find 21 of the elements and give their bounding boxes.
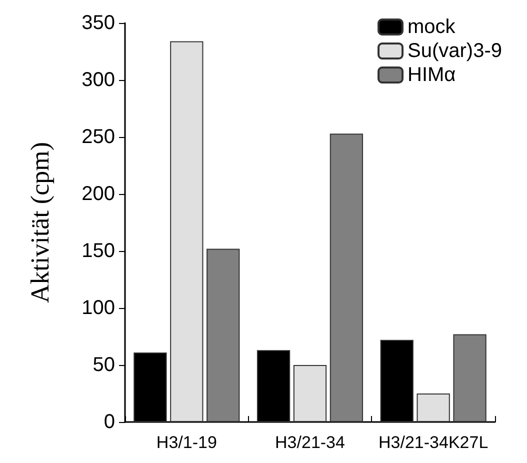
y-tick-label: 300 xyxy=(82,69,115,91)
y-axis-title: Aktivität (cpm) xyxy=(26,142,54,304)
x-tick-label: H3/1-19 xyxy=(156,433,217,452)
legend-label: mock xyxy=(408,16,456,38)
legend-label: Su(var)3-9 xyxy=(408,40,502,62)
bar xyxy=(293,365,327,422)
y-tick-label: 0 xyxy=(104,411,115,433)
legend-label: HIMα xyxy=(408,64,456,86)
y-tick-label: 350 xyxy=(82,12,115,34)
y-tick-label: 150 xyxy=(82,240,115,262)
y-tick-label: 50 xyxy=(92,354,115,376)
bar xyxy=(170,41,204,422)
bar xyxy=(330,134,364,422)
y-tick-label: 100 xyxy=(82,297,115,319)
bar xyxy=(453,334,486,422)
bar xyxy=(206,248,240,422)
x-tick-label: H3/21-34K27L xyxy=(378,433,488,452)
y-tick-label: 250 xyxy=(82,126,115,148)
y-tick-label: 200 xyxy=(82,183,115,205)
bar xyxy=(416,394,450,422)
x-tick-label: H3/21-34 xyxy=(275,433,345,452)
